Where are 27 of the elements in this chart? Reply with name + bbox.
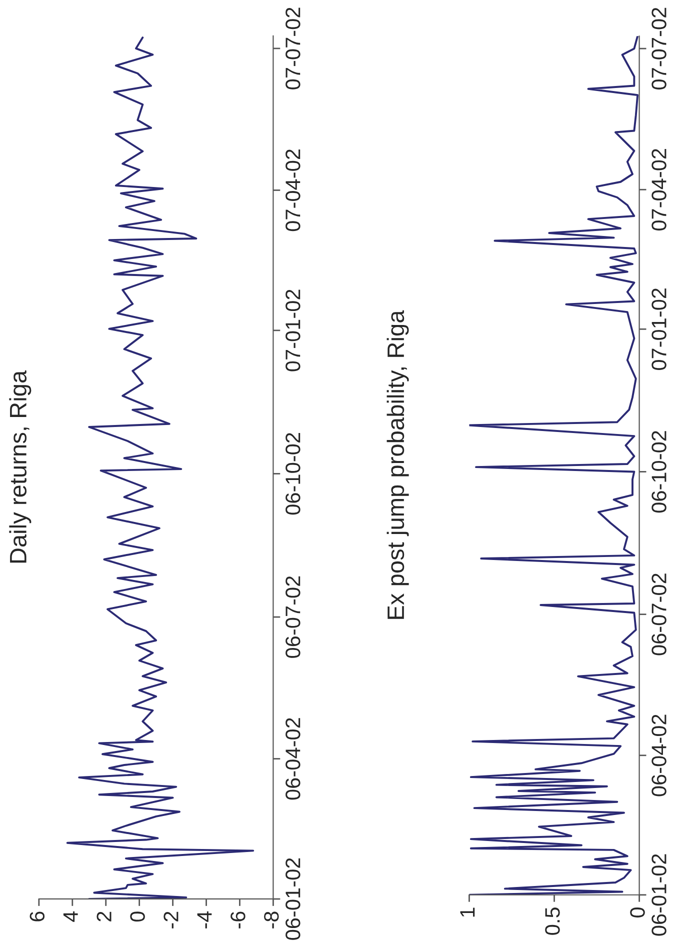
y-tick-label: 07-07-02 bbox=[652, 8, 666, 90]
y-tick-label: 07-07-02 bbox=[286, 8, 300, 90]
x-tick-label: -4 bbox=[197, 911, 212, 928]
x-tick-label: 4 bbox=[63, 911, 78, 922]
x-tick-label: 0 bbox=[130, 912, 145, 922]
x-tick-label: -2 bbox=[164, 912, 178, 928]
y-tick-label: 06-10-02 bbox=[652, 431, 666, 513]
y-tick-label: 07-01-02 bbox=[286, 290, 300, 372]
y-tick-label: 06-04-02 bbox=[286, 718, 300, 800]
text: Ex post jump probability, Riga bbox=[386, 310, 409, 619]
y-tick-label: 06-01-02 bbox=[286, 858, 300, 940]
x-tick-label: -6 bbox=[230, 912, 246, 928]
y-tick-label: 06-07-02 bbox=[652, 574, 666, 656]
y-tick-label: 06-10-02 bbox=[286, 433, 300, 515]
x-tick-label: -8 bbox=[264, 912, 279, 928]
x-tick-label: 6 bbox=[30, 912, 45, 922]
x-tick-label: 2 bbox=[96, 912, 112, 922]
y-tick-label: 06-01-02 bbox=[652, 854, 666, 936]
y-tick-label: 07-01-02 bbox=[652, 288, 666, 370]
y-tick-label: 06-04-02 bbox=[652, 714, 666, 796]
x-tick-label: 1 bbox=[460, 908, 475, 917]
x-tick-label: 0 bbox=[630, 908, 645, 918]
y-tick-label: 07-04-02 bbox=[652, 148, 666, 231]
y-tick-label: 07-04-02 bbox=[286, 150, 300, 232]
text: Daily returns, Riga bbox=[9, 370, 32, 563]
x-tick-label: 0.5 bbox=[545, 908, 560, 935]
y-tick-label: 06-07-02 bbox=[286, 576, 300, 658]
